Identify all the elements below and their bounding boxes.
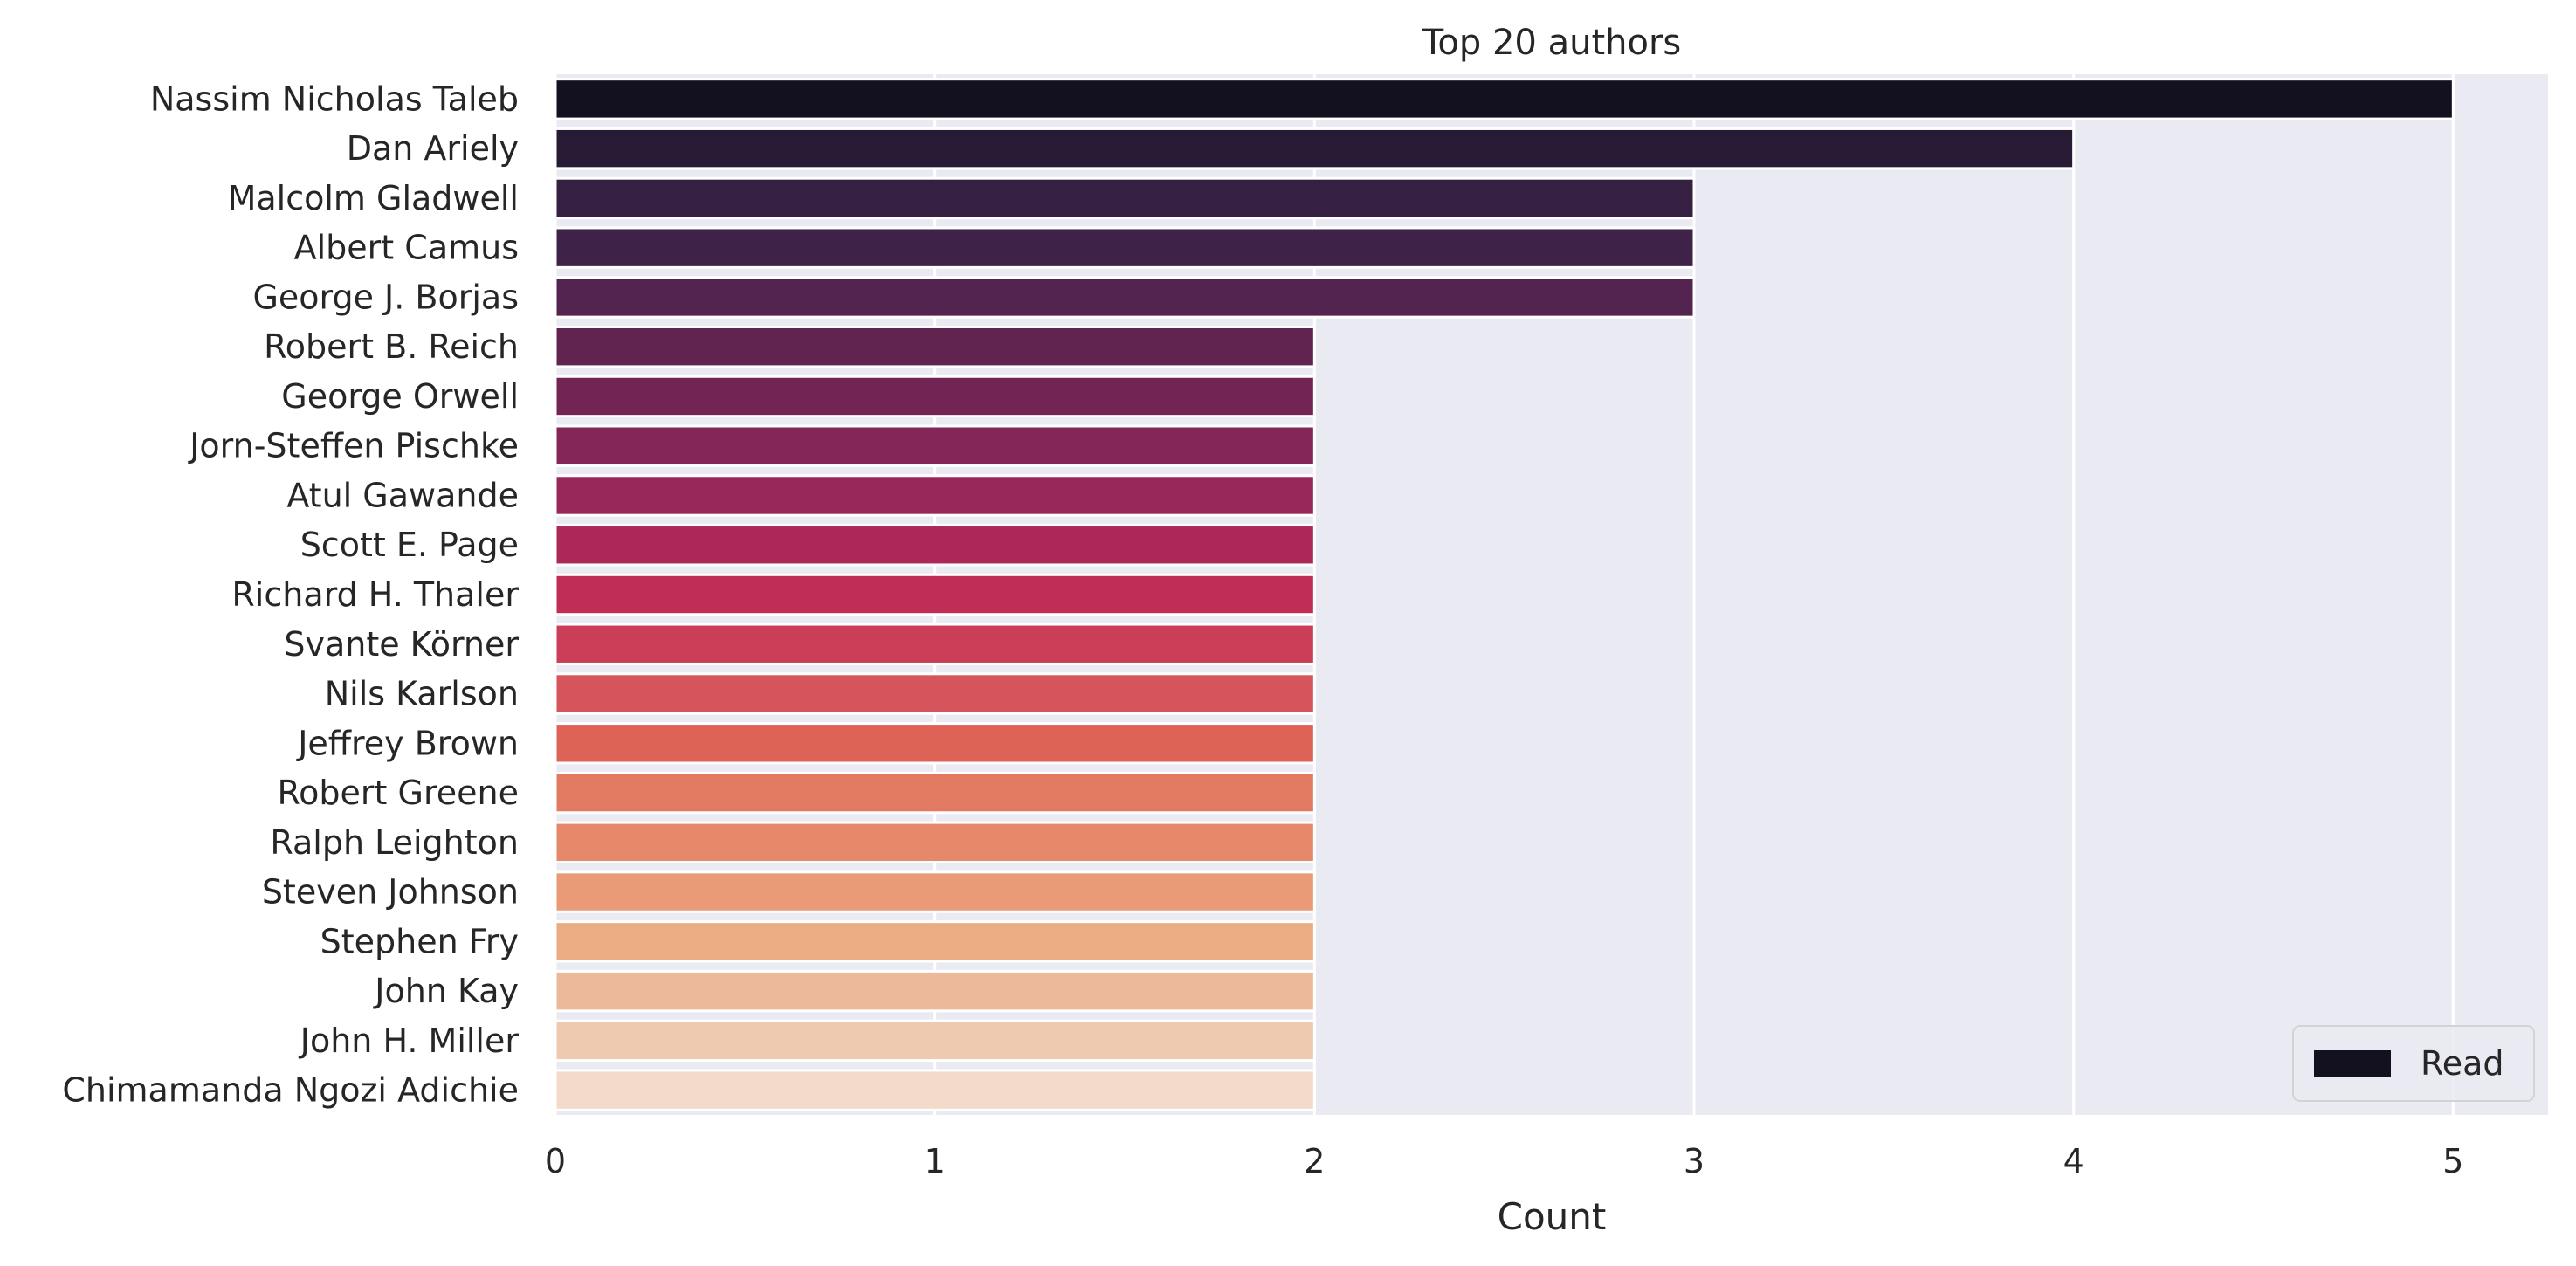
y-tick-label-14: Robert Greene [277, 774, 519, 812]
plot-area: Nassim Nicholas Taleb Dan Ariely Malcolm G… [62, 74, 2548, 1180]
x-tick-label-1: 1 [925, 1142, 946, 1180]
bar-10 [554, 573, 1316, 616]
y-tick-label-7: Jorn-Steffen Pischke [188, 427, 519, 465]
y-tick-label-13: Jeffrey Brown [296, 724, 519, 762]
y-tick-label-18: John Kay [373, 972, 519, 1010]
y-tick-label-17: Stephen Fry [320, 922, 519, 960]
bar-19 [554, 1019, 1316, 1063]
bar-5 [554, 325, 1316, 368]
bar-0 [554, 78, 2455, 120]
chart-title: Top 20 authors [1422, 23, 1681, 63]
x-tick-label-0: 0 [545, 1142, 566, 1180]
x-tick-label-4: 4 [2063, 1142, 2084, 1180]
bar-15 [554, 821, 1316, 864]
bar-16 [554, 870, 1316, 913]
bar-17 [554, 920, 1316, 963]
bar-12 [554, 672, 1316, 715]
x-tick-label-3: 3 [1684, 1142, 1705, 1180]
y-tick-label-11: Svante Körner [284, 625, 519, 664]
bar-13 [554, 722, 1316, 765]
bar-11 [554, 623, 1316, 665]
y-tick-label-5: Robert B. Reich [264, 327, 519, 366]
legend-swatch-0 [2314, 1050, 2391, 1077]
x-tick-label-2: 2 [1304, 1142, 1325, 1180]
legend-label-0: Read [2421, 1044, 2504, 1083]
bar-20 [554, 1069, 1316, 1111]
x-tick-label-5: 5 [2442, 1142, 2463, 1180]
y-tick-label-12: Nils Karlson [325, 675, 519, 713]
bar-14 [554, 771, 1316, 815]
y-tick-label-19: John H. Miller [299, 1022, 520, 1060]
bar-2 [554, 176, 1696, 220]
bar-4 [554, 276, 1696, 319]
legend: Read [2292, 1025, 2535, 1102]
y-tick-label-0: Nassim Nicholas Taleb [150, 79, 519, 118]
y-tick-label-10: Richard H. Thaler [231, 575, 519, 614]
bar-9 [554, 524, 1316, 567]
legend-box [2292, 1025, 2535, 1102]
y-tick-label-8: Atul Gawande [286, 476, 519, 514]
y-tick-label-1: Dan Ariely [347, 129, 519, 168]
bar-18 [554, 969, 1316, 1013]
y-tick-label-3: Albert Camus [294, 229, 519, 267]
y-tick-label-16: Steven Johnson [262, 873, 519, 912]
bar-3 [554, 226, 1696, 269]
y-tick-label-15: Ralph Leighton [270, 823, 519, 862]
bar-8 [554, 474, 1316, 517]
x-axis-label: Count [1498, 1195, 1607, 1238]
y-tick-label-4: George J. Borjas [252, 278, 519, 316]
bar-6 [554, 375, 1316, 418]
y-tick-label-20: Chimamanda Ngozi Adichie [62, 1071, 519, 1110]
bar-7 [554, 424, 1316, 467]
y-tick-label-2: Malcolm Gladwell [228, 179, 519, 217]
y-tick-label-9: Scott E. Page [300, 526, 519, 564]
y-tick-label-6: George Orwell [281, 377, 519, 416]
bar-1 [554, 127, 2076, 170]
